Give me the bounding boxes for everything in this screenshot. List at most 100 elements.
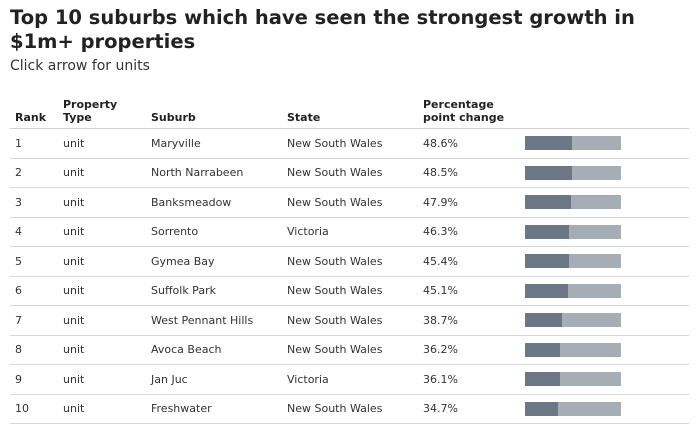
percentage-cell: 36.2% <box>418 335 520 365</box>
suburb-cell: Gymea Bay <box>146 246 282 277</box>
suburb-cell: Suffolk Park <box>146 276 282 306</box>
state-cell: Victoria <box>282 217 418 247</box>
page-title: Top 10 suburbs which have seen the stron… <box>10 6 635 53</box>
header-property-type-line1: Property <box>63 98 118 111</box>
rank-cell: 7 <box>10 305 58 336</box>
growth-bar-fill <box>525 342 560 357</box>
bar-cell <box>520 364 689 395</box>
header-percentage-line2: point change <box>423 111 505 124</box>
bar-cell <box>520 158 689 188</box>
bar-cell <box>520 394 689 424</box>
property-type-cell: unit <box>58 187 146 218</box>
growth-bar-track <box>525 254 621 269</box>
table-row: 5 unit Gymea Bay New South Wales 45.4% <box>10 246 689 277</box>
header-row: Rank Property Type Suburb State Percentag… <box>10 88 689 129</box>
property-type-cell: unit <box>58 128 146 159</box>
growth-bar-track <box>525 401 621 416</box>
growth-bar-track <box>525 372 621 387</box>
suburb-cell: Freshwater <box>146 394 282 424</box>
suburbs-table: Rank Property Type Suburb State Percentag… <box>10 88 689 424</box>
percentage-cell: 34.7% <box>418 394 520 424</box>
rank-cell: 1 <box>10 128 58 159</box>
suburb-cell: Jan Juc <box>146 364 282 395</box>
percentage-cell: 45.1% <box>418 276 520 306</box>
growth-bar-fill <box>525 254 569 269</box>
property-type-cell: unit <box>58 246 146 277</box>
growth-bar-track <box>525 136 621 151</box>
state-cell: New South Wales <box>282 246 418 277</box>
state-cell: New South Wales <box>282 335 418 365</box>
growth-bar-track <box>525 165 621 180</box>
rank-cell: 4 <box>10 217 58 247</box>
state-cell: New South Wales <box>282 305 418 336</box>
growth-bar-track <box>525 283 621 298</box>
percentage-cell: 48.5% <box>418 158 520 188</box>
state-cell: New South Wales <box>282 187 418 218</box>
subtitle: Click arrow for units <box>10 58 150 74</box>
property-type-cell: unit <box>58 276 146 306</box>
bar-cell <box>520 246 689 277</box>
rank-cell: 9 <box>10 364 58 395</box>
header-percentage-line1: Percentage <box>423 98 494 111</box>
header-rank[interactable]: Rank <box>10 88 58 129</box>
table-row: 7 unit West Pennant Hills New South Wales 38… <box>10 305 689 336</box>
header-property-type-line2: Type <box>63 111 92 124</box>
rank-cell: 6 <box>10 276 58 306</box>
rank-cell: 8 <box>10 335 58 365</box>
header-state[interactable]: State <box>282 88 418 129</box>
suburb-cell: North Narrabeen <box>146 158 282 188</box>
suburb-cell: Sorrento <box>146 217 282 247</box>
suburb-cell: Avoca Beach <box>146 335 282 365</box>
bar-cell <box>520 217 689 247</box>
growth-bar-track <box>525 195 621 210</box>
property-type-cell: unit <box>58 364 146 395</box>
growth-bar-track <box>525 224 621 239</box>
growth-bar-fill <box>525 401 559 416</box>
table-row: 9 unit Jan Juc Victoria 36.1% <box>10 364 689 395</box>
table-header: Rank Property Type Suburb State Percentag… <box>10 88 689 129</box>
state-cell: New South Wales <box>282 394 418 424</box>
growth-bar-track <box>525 313 621 328</box>
state-cell: New South Wales <box>282 276 418 306</box>
property-type-cell: unit <box>58 335 146 365</box>
bar-cell <box>520 276 689 306</box>
header-percentage[interactable]: Percentage point change <box>418 88 520 129</box>
table-row: 8 unit Avoca Beach New South Wales 36.2% <box>10 335 689 365</box>
table-row: 10 unit Freshwater New South Wales 34.7% <box>10 394 689 424</box>
percentage-cell: 48.6% <box>418 128 520 159</box>
growth-bar-fill <box>525 195 571 210</box>
header-suburb[interactable]: Suburb <box>146 88 282 129</box>
rank-cell: 3 <box>10 187 58 218</box>
property-type-cell: unit <box>58 305 146 336</box>
growth-bar-fill <box>525 136 572 151</box>
table-row: 1 unit Maryville New South Wales 48.6% <box>10 128 689 159</box>
percentage-cell: 38.7% <box>418 305 520 336</box>
rank-cell: 10 <box>10 394 58 424</box>
header-bar <box>520 88 689 129</box>
growth-bar-fill <box>525 313 563 328</box>
growth-bar-track <box>525 342 621 357</box>
percentage-cell: 45.4% <box>418 246 520 277</box>
state-cell: Victoria <box>282 364 418 395</box>
suburb-cell: Maryville <box>146 128 282 159</box>
suburb-cell: Banksmeadow <box>146 187 282 218</box>
header-property-type[interactable]: Property Type <box>58 88 146 129</box>
bar-cell <box>520 305 689 336</box>
table-row: 3 unit Banksmeadow New South Wales 47.9% <box>10 187 689 218</box>
bar-cell <box>520 335 689 365</box>
bar-cell <box>520 128 689 159</box>
growth-bar-fill <box>525 165 572 180</box>
bar-cell <box>520 187 689 218</box>
property-type-cell: unit <box>58 394 146 424</box>
growth-bar-fill <box>525 283 569 298</box>
table-body: 1 unit Maryville New South Wales 48.6% 2 unit N… <box>10 128 689 424</box>
suburb-cell: West Pennant Hills <box>146 305 282 336</box>
property-type-cell: unit <box>58 217 146 247</box>
state-cell: New South Wales <box>282 158 418 188</box>
rank-cell: 2 <box>10 158 58 188</box>
growth-bar-fill <box>525 372 560 387</box>
property-type-cell: unit <box>58 158 146 188</box>
percentage-cell: 36.1% <box>418 364 520 395</box>
table-row: 4 unit Sorrento Victoria 46.3% <box>10 217 689 247</box>
